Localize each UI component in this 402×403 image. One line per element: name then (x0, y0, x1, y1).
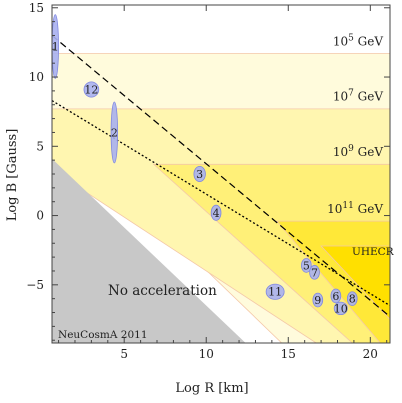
energy-label-5: 105 GeV (333, 33, 384, 48)
band-uhecr (320, 245, 390, 321)
source-label: 11 (268, 286, 282, 299)
source-ellipse (193, 165, 206, 183)
dotted-line (52, 100, 390, 307)
source-label: 1 (52, 41, 59, 54)
source-label: 7 (311, 266, 318, 279)
source-6: 6 (330, 288, 342, 304)
source-ellipse (210, 204, 222, 221)
source-11: 11 (265, 283, 285, 300)
no-acceleration-region (52, 158, 246, 343)
source-ellipse (346, 291, 358, 306)
y-tick-label: 15 (29, 1, 44, 15)
y-axis-label: Log B [Gauss] (5, 129, 20, 222)
source-ellipse (265, 283, 285, 300)
source-12: 12 (83, 81, 100, 98)
x-tick-label: 15 (281, 347, 296, 361)
source-ellipse (300, 258, 312, 273)
y-tick-label: 5 (36, 139, 44, 153)
source-4: 4 (210, 204, 222, 221)
source-label: 9 (314, 294, 321, 307)
y-tick-label: 10 (29, 70, 44, 84)
source-label: 5 (303, 259, 310, 272)
source-8: 8 (346, 291, 358, 306)
y-tick-label: −5 (26, 278, 44, 292)
source-ellipse (330, 288, 342, 304)
energy-label-7: 107 GeV (333, 89, 384, 104)
source-label: 12 (84, 84, 98, 97)
source-7: 7 (309, 265, 320, 280)
y-tick-label: 0 (36, 209, 44, 223)
x-tick-label: 5 (120, 347, 128, 361)
energy-label-11: 1011 GeV (327, 201, 383, 216)
x-tick-label: 20 (363, 347, 378, 361)
source-label: 4 (213, 207, 220, 220)
source-ellipse (312, 292, 324, 308)
energy-label-9: 109 GeV (333, 144, 384, 159)
x-tick-label: 10 (199, 347, 214, 361)
source-label: 2 (111, 126, 118, 139)
source-label: 3 (196, 168, 203, 181)
source-9: 9 (312, 292, 324, 308)
source-ellipse (309, 265, 320, 280)
source-ellipse (52, 14, 59, 79)
source-10: 10 (333, 301, 348, 316)
source-label: 8 (349, 293, 356, 306)
source-2: 2 (110, 101, 119, 164)
source-ellipse (83, 81, 100, 98)
source-1: 1 (52, 14, 59, 79)
no-acceleration-label: No acceleration (108, 283, 217, 299)
dashed-line (52, 35, 390, 318)
source-3: 3 (193, 165, 206, 183)
x-axis-label: Log R [km] (175, 381, 248, 396)
uhecr-label: UHECR (352, 246, 395, 258)
energy-labels: 105 GeV 107 GeV 109 GeV 1011 GeV (327, 33, 383, 216)
source-ellipse (110, 101, 119, 164)
source-label: 6 (332, 290, 339, 303)
credit-label: NeuCosmA 2011 (58, 329, 148, 341)
source-5: 5 (300, 258, 312, 273)
source-ellipse (333, 301, 348, 316)
source-label: 10 (334, 302, 348, 315)
